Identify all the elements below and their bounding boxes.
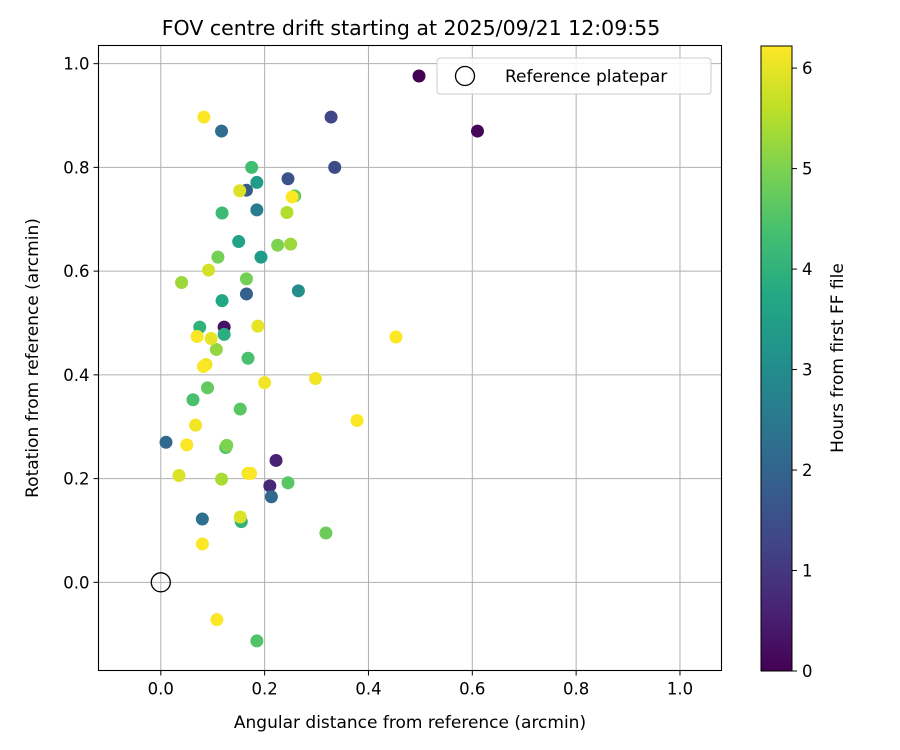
legend-label-reference: Reference platepar (505, 67, 667, 87)
reference-point-marker (150, 572, 171, 593)
legend-box (436, 57, 712, 95)
data-point (328, 160, 342, 174)
x-tick-label: 0.8 (563, 680, 589, 699)
data-point (180, 438, 194, 452)
colorbar-tick-label: 6 (802, 59, 813, 78)
plot-area-frame (97, 44, 723, 672)
data-point (190, 329, 204, 343)
x-axis-label: Angular distance from reference (arcmin) (234, 713, 586, 733)
data-point (159, 435, 173, 449)
chart-title: FOV centre drift starting at 2025/09/21 … (162, 16, 661, 40)
data-point (324, 110, 338, 124)
legend-marker-reference (454, 65, 476, 87)
data-point (291, 284, 305, 298)
y-tick-label: 0.4 (63, 366, 89, 385)
legend: Reference platepar (412, 57, 712, 95)
colorbar-ticks: 0 1 2 3 4 5 6 (792, 59, 813, 681)
data-point (250, 634, 264, 648)
y-axis-label: Rotation from reference (arcmin) (23, 218, 43, 498)
data-point (319, 526, 333, 540)
data-point (350, 414, 364, 427)
y-tick-label: 0.8 (63, 158, 89, 177)
data-point (281, 476, 295, 490)
scatter-points (159, 110, 484, 648)
reference-marker-group (150, 572, 171, 593)
data-point (186, 393, 200, 407)
data-point (215, 472, 229, 486)
data-point (202, 263, 216, 277)
data-point (263, 479, 277, 493)
x-tick-label: 1.0 (667, 680, 693, 699)
data-point (250, 203, 264, 217)
colorbar-tick-label: 1 (802, 562, 813, 581)
data-point (211, 250, 225, 264)
data-point (204, 332, 218, 346)
data-point (189, 418, 203, 432)
data-point (285, 190, 299, 204)
data-point (470, 124, 484, 138)
colorbar-tick-label: 2 (802, 461, 813, 480)
data-point (264, 490, 278, 504)
data-point (215, 206, 229, 220)
legend-marker-data-point (412, 69, 426, 83)
data-point (233, 510, 247, 524)
grid (98, 45, 722, 671)
colorbar-tick-label: 4 (802, 260, 813, 279)
data-point (197, 110, 211, 124)
data-point (215, 124, 229, 138)
colorbar: 0 1 2 3 4 5 6 Hours from first FF file (760, 45, 848, 681)
data-point (281, 172, 295, 186)
y-tick-label: 0.6 (63, 262, 89, 281)
data-point (175, 276, 189, 290)
y-tick-label: 0.2 (63, 470, 89, 489)
data-point (233, 402, 247, 416)
x-tick-label: 0.4 (355, 680, 381, 699)
y-tick-label: 0.0 (63, 573, 89, 592)
data-point (251, 319, 265, 333)
data-point (269, 453, 283, 467)
x-tick-label: 0.6 (459, 680, 485, 699)
data-point (233, 184, 247, 198)
y-tick-label: 1.0 (63, 55, 89, 74)
data-point (195, 512, 209, 526)
x-tick-label: 0.2 (252, 680, 278, 699)
x-tick-label: 0.0 (148, 680, 174, 699)
data-point (172, 468, 186, 482)
data-point (271, 238, 285, 252)
data-point (309, 371, 323, 385)
colorbar-gradient (760, 45, 793, 672)
data-point (210, 613, 224, 627)
data-point (244, 466, 258, 480)
colorbar-tick-label: 0 (802, 662, 813, 681)
data-point (196, 360, 210, 374)
data-point (241, 351, 255, 365)
data-point (232, 235, 246, 249)
data-point (209, 342, 223, 356)
data-point (250, 175, 264, 189)
data-point (284, 237, 298, 251)
data-point (201, 381, 215, 395)
colorbar-tick-label: 5 (802, 160, 813, 179)
x-axis-ticks: 0.0 0.2 0.4 0.6 0.8 1.0 (148, 670, 693, 699)
data-point (245, 160, 259, 174)
colorbar-tick-label: 3 (802, 361, 813, 380)
data-point (217, 327, 231, 341)
y-axis-ticks: 0.0 0.2 0.4 0.6 0.8 1.0 (63, 55, 99, 592)
data-point (215, 294, 229, 308)
data-point (254, 250, 268, 264)
data-point (195, 537, 209, 551)
colorbar-label: Hours from first FF file (828, 263, 848, 453)
data-point (239, 287, 253, 301)
data-point (389, 330, 403, 344)
data-point (239, 272, 253, 286)
data-point (220, 438, 234, 452)
data-point (280, 206, 294, 220)
data-point (258, 376, 272, 390)
